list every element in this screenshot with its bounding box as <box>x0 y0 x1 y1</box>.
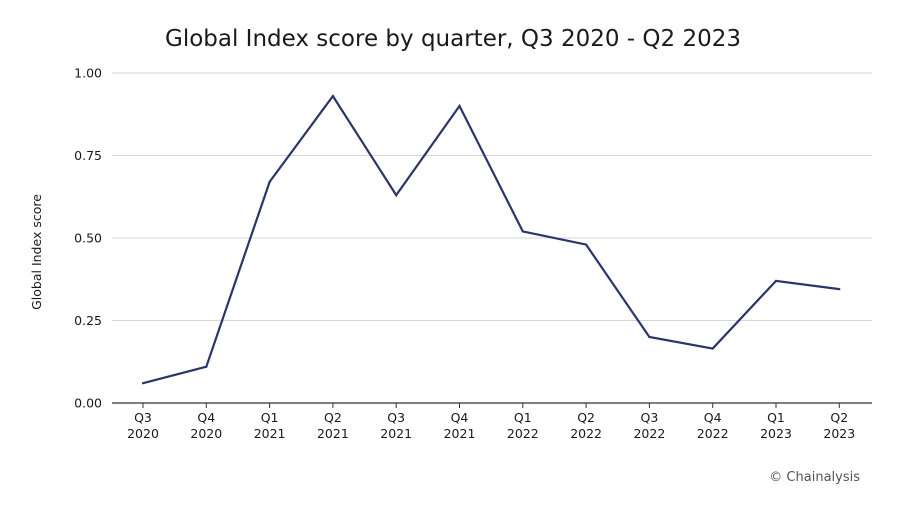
credit-text: © Chainalysis <box>769 470 860 485</box>
grid <box>112 72 872 404</box>
x-tick-label: Q4 2022 <box>697 410 729 441</box>
series-layer <box>141 94 841 385</box>
y-tick-label: 0.25 <box>74 313 102 328</box>
y-tick-label: 0.00 <box>74 396 102 411</box>
x-tick-label: Q2 2023 <box>823 410 855 441</box>
y-axis-label: Global Index score <box>29 194 44 310</box>
x-axis-ticks: Q3 2020 Q4 2020 Q1 2021 Q2 2021 Q3 2021 Q4 2021 Q1 20… <box>127 403 855 441</box>
data-point <box>458 104 461 108</box>
x-tick-label: Q3 2020 <box>127 410 159 441</box>
data-point <box>395 194 398 197</box>
data-point <box>585 243 588 246</box>
data-point <box>331 95 334 98</box>
data-point <box>838 288 841 291</box>
data-point <box>774 279 778 282</box>
x-tick-label: Q2 2022 <box>570 410 602 441</box>
y-tick-label: 0.75 <box>74 148 102 163</box>
chart-title: Global Index score by quarter, Q3 2020 -… <box>165 26 741 52</box>
y-axis-ticks: 0.00 0.25 0.50 0.75 1.00 <box>74 66 102 411</box>
x-tick-label: Q1 2021 <box>254 410 286 441</box>
x-tick-label: Q3 2022 <box>633 410 665 441</box>
x-tick-label: Q2 2021 <box>317 410 349 441</box>
x-tick-label: Q4 2020 <box>190 410 222 441</box>
data-point <box>521 230 524 233</box>
x-tick-label: Q4 2021 <box>444 410 476 441</box>
data-point <box>268 180 271 183</box>
data-point <box>648 335 651 339</box>
data-point <box>711 347 714 350</box>
data-point <box>141 382 145 385</box>
y-tick-label: 0.50 <box>74 231 102 246</box>
series-line <box>142 94 840 385</box>
y-tick-label: 1.00 <box>74 66 102 81</box>
x-tick-label: Q3 2021 <box>380 410 412 441</box>
x-tick-label: Q1 2022 <box>507 410 539 441</box>
data-point <box>205 365 208 368</box>
x-tick-label: Q1 2023 <box>760 410 792 441</box>
